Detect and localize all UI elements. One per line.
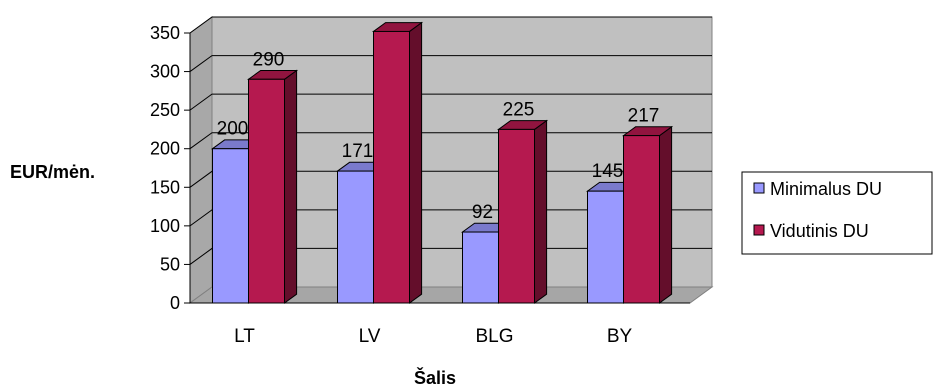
data-label: 92 — [472, 202, 493, 223]
bar — [248, 78, 285, 304]
chart-side-wall — [189, 16, 213, 304]
x-tick-label: LV — [359, 326, 381, 347]
legend-label-vidutinis: Vidutinis DU — [770, 221, 869, 241]
legend-swatch-minimalus — [753, 182, 765, 194]
x-tick-label: BY — [607, 326, 633, 347]
y-tick-label: 100 — [150, 216, 180, 236]
bar-side — [409, 21, 423, 304]
y-tick-label: 250 — [150, 100, 180, 120]
gridline — [189, 55, 712, 72]
data-label: 225 — [503, 99, 535, 120]
x-tick-label: BLG — [475, 326, 513, 347]
y-tick-label: 200 — [150, 139, 180, 159]
data-label: 217 — [628, 106, 660, 127]
y-axis: 0 50 100 150 200 250 300 350 — [150, 23, 191, 313]
gridline — [189, 93, 712, 111]
bar-side — [284, 69, 298, 304]
legend-label-minimalus: Minimalus DU — [770, 179, 882, 199]
bar — [623, 135, 660, 304]
bar-side — [534, 119, 548, 304]
legend-swatch-vidutinis — [753, 224, 765, 236]
x-tick-label: LT — [234, 326, 255, 347]
bar — [587, 190, 624, 304]
y-tick-label: 0 — [170, 293, 180, 313]
x-axis: LT LV BLG BY — [190, 302, 690, 347]
bar — [498, 128, 535, 304]
y-tick-label: 50 — [160, 254, 180, 274]
bar-side — [659, 125, 673, 304]
gridline — [189, 16, 712, 34]
y-tick-label: 150 — [150, 177, 180, 197]
bars: 200 290 171 92 225 145 217 — [210, 21, 674, 304]
data-label: 200 — [217, 119, 249, 140]
bar — [337, 170, 374, 304]
data-label: 290 — [253, 49, 285, 70]
bar — [462, 231, 499, 304]
bar — [373, 30, 410, 304]
data-label: 171 — [342, 141, 374, 162]
data-label: 145 — [592, 161, 624, 182]
y-tick-label: 300 — [150, 62, 180, 82]
y-axis-label: EUR/mėn. — [10, 162, 95, 182]
y-tick-label: 350 — [150, 23, 180, 43]
legend: Minimalus DU Vidutinis DU — [741, 171, 933, 255]
legend-box — [741, 171, 933, 255]
x-axis-label: Šalis — [414, 367, 456, 388]
bar — [212, 148, 249, 304]
